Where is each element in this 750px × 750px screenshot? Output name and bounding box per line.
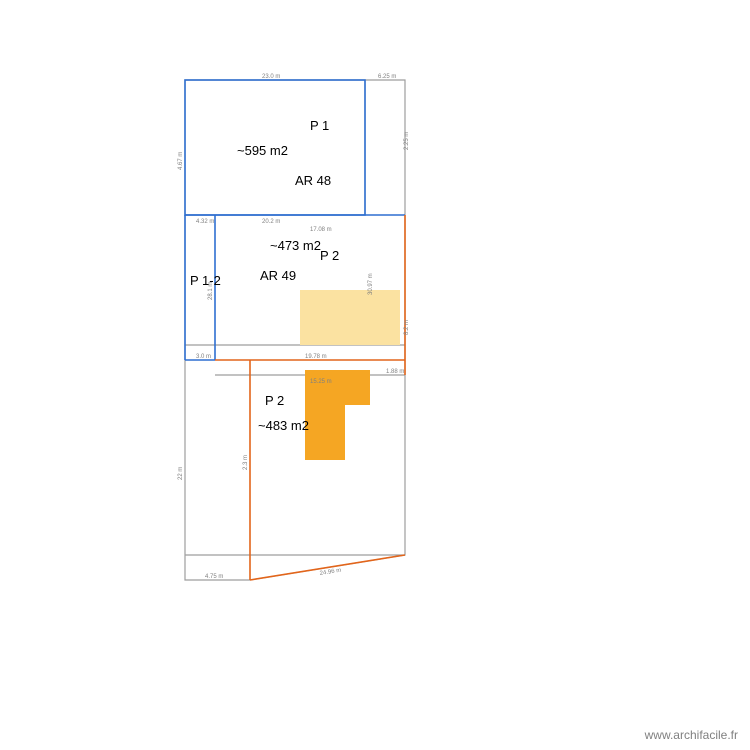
dimension-label: 4.75 m bbox=[205, 574, 223, 580]
dimension-label: 22 m bbox=[178, 467, 184, 480]
dimension-label: 20.2 m bbox=[262, 219, 280, 225]
dimension-label: 2.25 m bbox=[404, 132, 410, 150]
dimension-label: 3.0 m bbox=[196, 354, 211, 360]
dimension-label: 8.2 m bbox=[404, 320, 410, 335]
label-p2b: P 2 bbox=[265, 393, 284, 408]
watermark-link[interactable]: www.archifacile.fr bbox=[645, 728, 738, 742]
label-p12: P 1-2 bbox=[190, 273, 221, 288]
dimension-label: 23.0 m bbox=[262, 74, 280, 80]
parcel-plan: P 1 ~595 m2 AR 48 ~473 m2 P 2 AR 49 P 1-… bbox=[0, 0, 750, 750]
dimension-label: 4.67 m bbox=[178, 152, 184, 170]
dimension-label: 15.25 m bbox=[310, 379, 332, 385]
building-light bbox=[300, 290, 400, 345]
label-ar49: AR 49 bbox=[260, 268, 296, 283]
label-area3: ~483 m2 bbox=[258, 418, 309, 433]
dimension-label: 6.25 m bbox=[378, 74, 396, 80]
label-ar48: AR 48 bbox=[295, 173, 331, 188]
dimension-label: 2.3 m bbox=[243, 455, 249, 470]
orange-bottom-diag bbox=[250, 555, 405, 580]
label-p1: P 1 bbox=[310, 118, 329, 133]
label-area2: ~473 m2 bbox=[270, 238, 321, 253]
dimension-label: 4.32 m bbox=[196, 219, 214, 225]
label-p2: P 2 bbox=[320, 248, 339, 263]
dimension-label: 28.1 m bbox=[208, 282, 214, 300]
label-area1: ~595 m2 bbox=[237, 143, 288, 158]
dimension-label: 19.78 m bbox=[305, 354, 327, 360]
dimension-label: 30.97 m bbox=[368, 273, 374, 295]
dimension-label: 1.88 m bbox=[386, 369, 404, 375]
dimension-label: 17.08 m bbox=[310, 227, 332, 233]
